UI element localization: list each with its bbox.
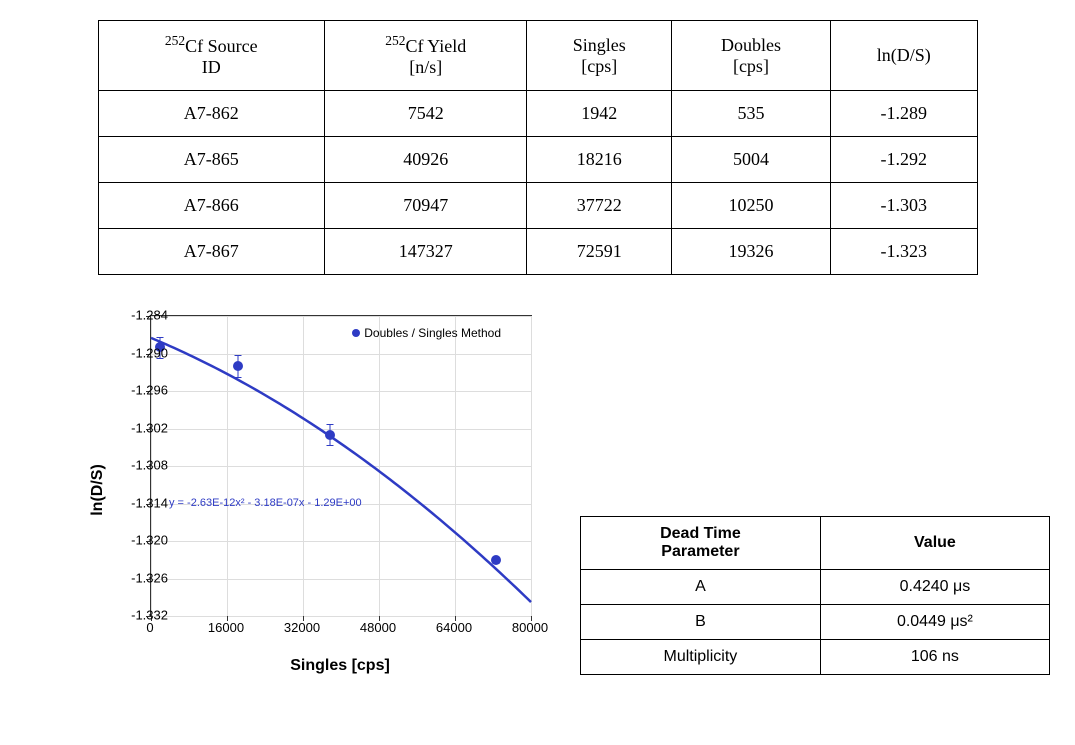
x-tick-label: 80000 — [512, 620, 548, 635]
x-tick-label: 64000 — [436, 620, 472, 635]
data-point — [325, 430, 335, 440]
chart-doubles-singles: ln(D/S) Doubles / Singles Method y = -2.6… — [80, 305, 560, 675]
y-axis-label: ln(D/S) — [89, 464, 107, 516]
table-row: A7-865 40926 18216 5004 -1.292 — [98, 137, 977, 183]
chart-legend: Doubles / Singles Method — [352, 326, 501, 340]
y-tick-label: -1.308 — [131, 458, 168, 473]
main-data-table: 252Cf SourceID 252Cf Yield[n/s] Singles[… — [98, 20, 978, 275]
th-param: Dead TimeParameter — [581, 517, 821, 570]
table-row: A7-866 70947 37722 10250 -1.303 — [98, 183, 977, 229]
y-tick-label: -1.320 — [131, 533, 168, 548]
th-ln-ds: ln(D/S) — [830, 21, 977, 91]
y-tick-label: -1.296 — [131, 383, 168, 398]
table-row: A7-867 147327 72591 19326 -1.323 — [98, 229, 977, 275]
param-table: Dead TimeParameter Value A 0.4240 μs B 0… — [580, 516, 1050, 675]
x-tick-label: 48000 — [360, 620, 396, 635]
th-value: Value — [820, 517, 1049, 570]
x-tick-label: 0 — [146, 620, 153, 635]
y-tick-label: -1.284 — [131, 308, 168, 323]
x-axis-label: Singles [cps] — [290, 657, 390, 675]
th-source-id: 252Cf SourceID — [98, 21, 325, 91]
x-tick-label: 32000 — [284, 620, 320, 635]
y-tick-label: -1.302 — [131, 420, 168, 435]
th-singles: Singles[cps] — [527, 21, 672, 91]
table-row: Multiplicity 106 ns — [581, 640, 1050, 675]
chart-equation: y = -2.63E-12x² - 3.18E-07x - 1.29E+00 — [169, 497, 362, 509]
th-doubles: Doubles[cps] — [671, 21, 830, 91]
data-point — [233, 361, 243, 371]
y-tick-label: -1.326 — [131, 570, 168, 585]
y-tick-label: -1.290 — [131, 345, 168, 360]
y-tick-label: -1.314 — [131, 495, 168, 510]
th-yield: 252Cf Yield[n/s] — [325, 21, 527, 91]
table-row: A7-862 7542 1942 535 -1.289 — [98, 91, 977, 137]
data-point — [491, 555, 501, 565]
table-row: A 0.4240 μs — [581, 570, 1050, 605]
table-row: B 0.0449 μs² — [581, 605, 1050, 640]
x-tick-label: 16000 — [208, 620, 244, 635]
